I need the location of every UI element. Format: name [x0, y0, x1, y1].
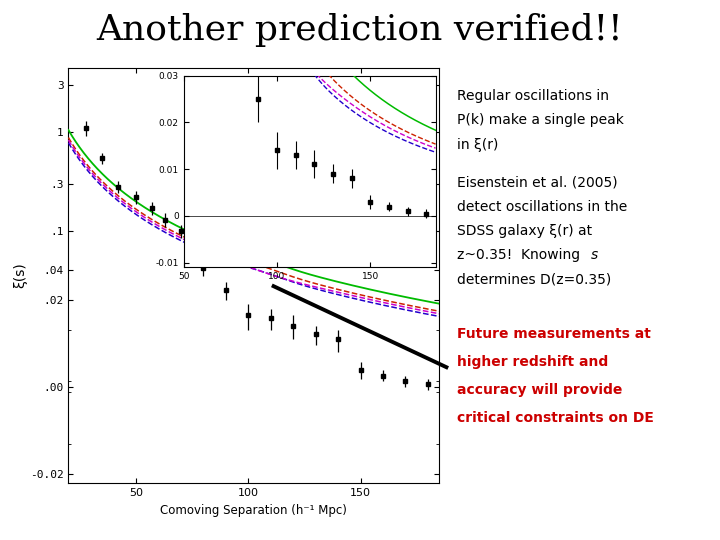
Text: in ξ(r): in ξ(r): [457, 138, 498, 152]
Text: Regular oscillations in: Regular oscillations in: [457, 89, 609, 103]
Y-axis label: ξ(s): ξ(s): [13, 262, 27, 288]
Text: accuracy will provide: accuracy will provide: [457, 383, 623, 397]
Text: P(k) make a single peak: P(k) make a single peak: [457, 113, 624, 127]
Text: Another prediction verified!!: Another prediction verified!!: [96, 13, 624, 46]
X-axis label: Comoving Separation (h⁻¹ Mpc): Comoving Separation (h⁻¹ Mpc): [161, 504, 347, 517]
Text: detect oscillations in the: detect oscillations in the: [457, 200, 627, 214]
Text: Future measurements at: Future measurements at: [457, 327, 651, 341]
Text: higher redshift and: higher redshift and: [457, 355, 608, 369]
Text: critical constraints on DE: critical constraints on DE: [457, 411, 654, 425]
Text: determines D(z=0.35): determines D(z=0.35): [457, 273, 611, 287]
Text: Eisenstein et al. (2005): Eisenstein et al. (2005): [457, 176, 618, 190]
Text: s: s: [590, 248, 598, 262]
Text: SDSS galaxy ξ(r) at: SDSS galaxy ξ(r) at: [457, 224, 593, 238]
Text: z~0.35!  Knowing: z~0.35! Knowing: [457, 248, 585, 262]
